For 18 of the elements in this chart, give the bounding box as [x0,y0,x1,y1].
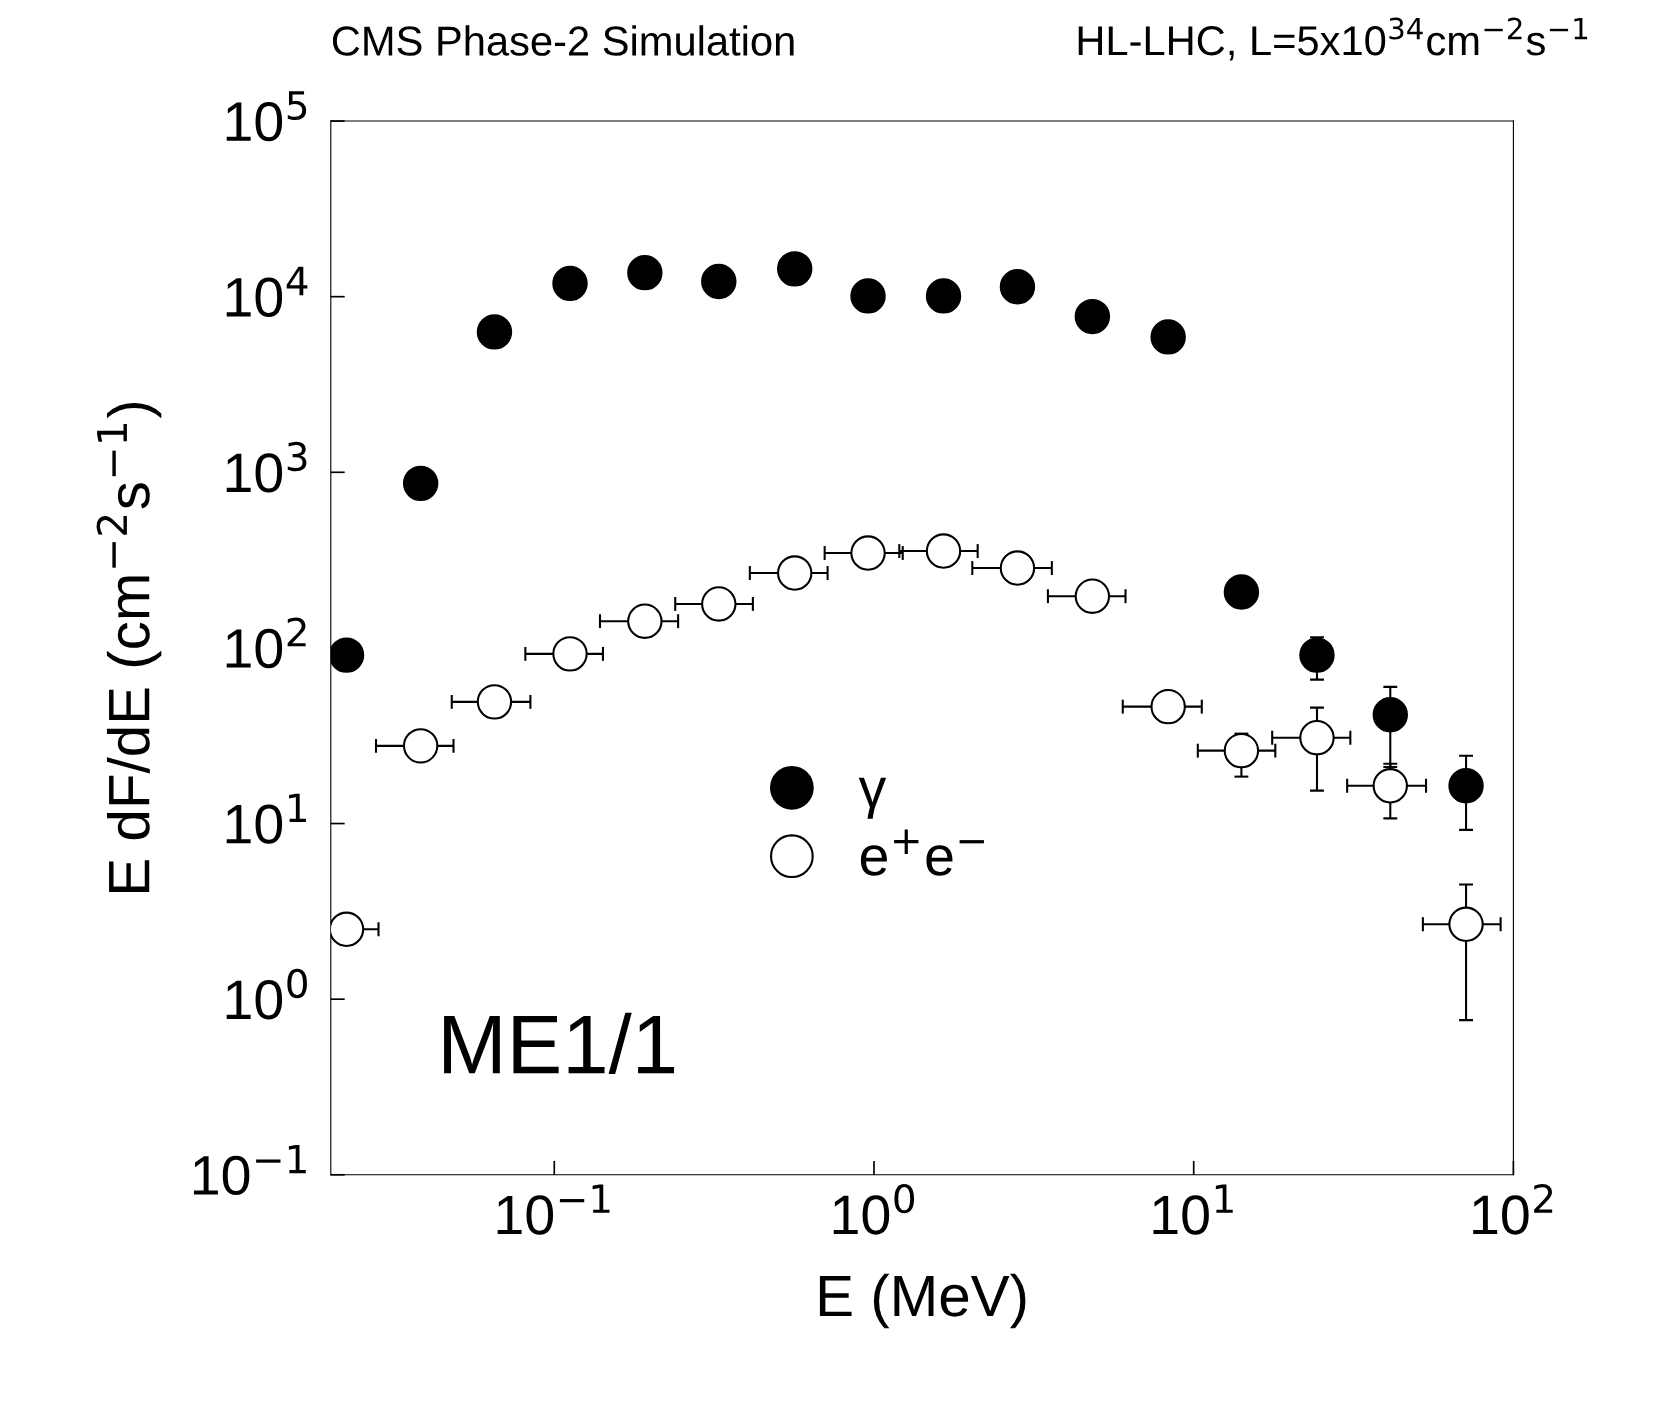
y-tick-label: 10$^{−1}$ [193,1144,306,1196]
y-axis-title: E dF/dE (cm$^{−2}$s$^{−1}$) [96,402,162,892]
legend-label: e$^{+}$e$^{−}$ [860,829,984,876]
y-tick-label: 10$^{4}$ [226,266,308,317]
x-tick-label: 10$^{−1}$ [497,1184,610,1235]
chart-subtitle: HL-LHC, L=5x10$^{34}$cm$^{−2}$s$^{−1}$ [1078,17,1588,61]
y-tick-label: 10$^{5}$ [226,91,307,142]
x-axis-title: E (MeV) [819,1273,1026,1329]
x-tick-label: 10$^{2}$ [1473,1183,1553,1235]
legend-label: γ [858,777,887,819]
annotation: ME1/1 [444,1012,675,1075]
y-tick-label: 10$^{3}$ [226,441,307,493]
x-tick-label: 10$^{1}$ [1153,1184,1233,1235]
y-tick-label: 10$^{2}$ [226,617,306,669]
x-tick-label: 10$^{0}$ [833,1183,915,1235]
chart-title: CMS Phase-2 Simulation [332,25,794,56]
y-tick-label: 10$^{1}$ [226,793,306,844]
y-tick-label: 10$^{0}$ [226,968,307,1020]
